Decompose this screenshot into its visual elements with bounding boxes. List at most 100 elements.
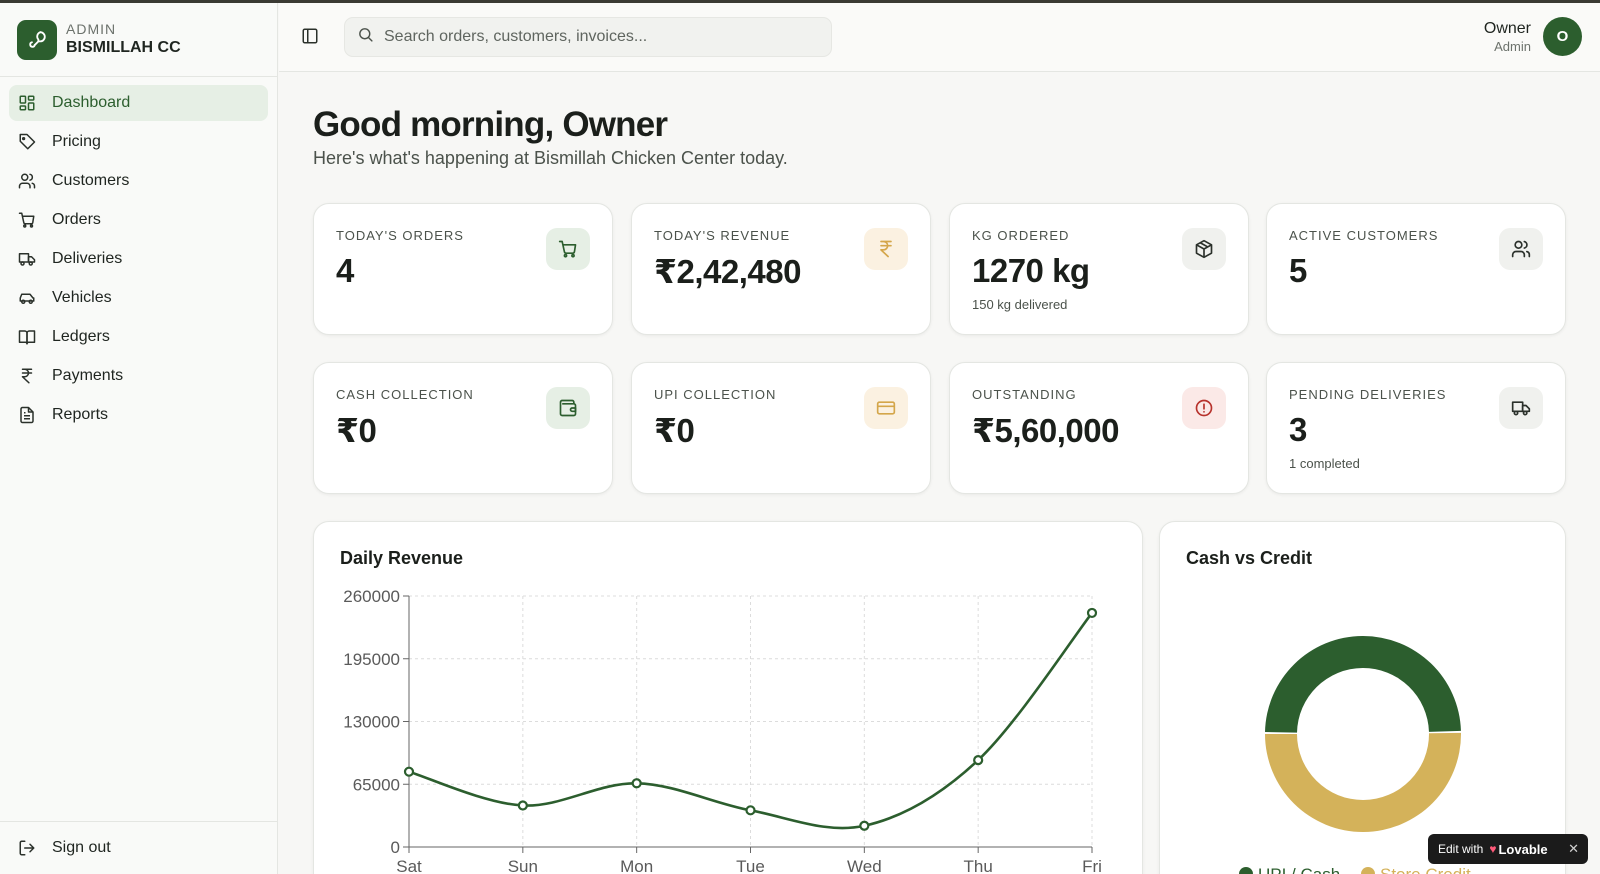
sidebar-item-reports[interactable]: Reports	[9, 397, 268, 433]
users-icon	[18, 172, 36, 190]
stat-label: TODAY'S ORDERS	[336, 228, 464, 243]
stat-card-cash-collection: CASH COLLECTION ₹0	[313, 362, 613, 494]
drumstick-logo-icon	[17, 19, 57, 60]
stat-card-pending-deliveries: PENDING DELIVERIES 3 1 completed	[1266, 362, 1566, 494]
cart-icon	[18, 211, 36, 229]
lovable-brand: Lovable	[1498, 841, 1548, 857]
stat-label: PENDING DELIVERIES	[1289, 387, 1447, 402]
stat-card-todays-revenue: TODAY'S REVENUE ₹2,42,480	[631, 203, 931, 335]
sidebar-nav: Dashboard Pricing Customers Orders Deliv…	[0, 77, 277, 444]
sign-out-button[interactable]: Sign out	[0, 821, 277, 874]
cart-icon	[546, 228, 590, 270]
daily-revenue-panel: Daily Revenue 0 65000 130000 195000 260000 Sa…	[313, 521, 1143, 874]
car-icon	[18, 289, 36, 307]
sidebar-item-deliveries[interactable]: Deliveries	[9, 241, 268, 277]
sidebar-item-label: Orders	[52, 211, 101, 228]
brand-name: BISMILLAH CC	[66, 39, 181, 56]
stat-value: 1270 kg	[972, 252, 1090, 289]
sidebar-item-pricing[interactable]: Pricing	[9, 124, 268, 160]
x-tick-label: Mon	[620, 857, 653, 874]
data-point	[973, 755, 984, 766]
sidebar-item-payments[interactable]: Payments	[9, 358, 268, 394]
sidebar-toggle-button[interactable]	[301, 27, 321, 47]
rupee-icon	[18, 367, 36, 385]
sign-out-label: Sign out	[52, 839, 111, 856]
sidebar: ADMIN BISMILLAH CC Dashboard Pricing Cus…	[0, 3, 278, 874]
sidebar-item-ledgers[interactable]: Ledgers	[9, 319, 268, 355]
stat-subtext: 150 kg delivered	[972, 297, 1068, 312]
edit-with-lovable-badge[interactable]: Edit with ♥ Lovable ✕	[1428, 834, 1588, 864]
legend-label: UPI / Cash	[1258, 865, 1340, 874]
stat-subtext: 1 completed	[1289, 456, 1360, 471]
sidebar-item-label: Payments	[52, 367, 124, 384]
daily-revenue-chart: 0 65000 130000 195000 260000 Sat Sun Mon Tue Wed T…	[343, 587, 1102, 874]
y-tick-label: 195000	[343, 650, 400, 669]
user-menu[interactable]: Owner Admin O	[1484, 17, 1582, 56]
rupee-icon	[864, 228, 908, 270]
stat-label: TODAY'S REVENUE	[654, 228, 791, 243]
x-tick-label: Tue	[736, 857, 765, 874]
x-tick-label: Fri	[1082, 857, 1102, 874]
top-header: Owner Admin O	[279, 3, 1600, 72]
sidebar-item-dashboard[interactable]: Dashboard	[9, 85, 268, 121]
x-tick-label: Sun	[508, 857, 538, 874]
book-icon	[18, 328, 36, 346]
x-tick-label: Sat	[396, 857, 422, 874]
stat-card-active-customers: ACTIVE CUSTOMERS 5	[1266, 203, 1566, 335]
y-tick-label: 260000	[343, 587, 400, 606]
data-point	[859, 820, 870, 831]
alert-icon	[1182, 387, 1226, 429]
search-bar[interactable]	[344, 17, 832, 57]
stat-value: ₹0	[336, 412, 377, 449]
sidebar-item-label: Reports	[52, 406, 109, 423]
stat-card-kg-ordered: KG ORDERED 1270 kg 150 kg delivered	[949, 203, 1249, 335]
brand-kicker: ADMIN	[66, 21, 117, 37]
panel-title: Daily Revenue	[340, 548, 464, 568]
y-tick-label: 0	[391, 838, 400, 857]
truck-icon	[18, 250, 36, 268]
user-name: Owner	[1483, 19, 1531, 37]
dashboard-icon	[18, 94, 36, 112]
sidebar-item-label: Vehicles	[52, 289, 112, 306]
stat-value: ₹5,60,000	[972, 412, 1119, 449]
x-tick-label: Wed	[847, 857, 882, 874]
users-icon	[1499, 228, 1543, 270]
page-title: Good morning, Owner	[313, 105, 668, 144]
sidebar-item-label: Ledgers	[52, 328, 110, 345]
package-icon	[1182, 228, 1226, 270]
cash-vs-credit-panel: Cash vs Credit UPI / Cash Store Credit	[1159, 521, 1566, 874]
sidebar-item-label: Dashboard	[52, 94, 131, 111]
y-tick-label: 65000	[353, 775, 400, 794]
sidebar-item-label: Pricing	[52, 133, 101, 150]
avatar[interactable]: O	[1543, 17, 1582, 56]
lovable-prefix: Edit with	[1438, 842, 1484, 856]
window-top-border	[0, 0, 1600, 3]
stat-value: ₹0	[654, 412, 695, 449]
file-icon	[18, 406, 36, 424]
panel-left-icon	[302, 28, 318, 44]
panel-title: Cash vs Credit	[1186, 548, 1313, 568]
legend-swatch	[1361, 867, 1375, 874]
search-input[interactable]	[384, 28, 804, 46]
data-point	[745, 805, 756, 816]
sidebar-item-vehicles[interactable]: Vehicles	[9, 280, 268, 316]
brand[interactable]: ADMIN BISMILLAH CC	[0, 3, 277, 77]
sidebar-item-customers[interactable]: Customers	[9, 163, 268, 199]
stat-card-outstanding: OUTSTANDING ₹5,60,000	[949, 362, 1249, 494]
close-icon[interactable]: ✕	[1568, 841, 1579, 856]
user-role: Admin	[1494, 38, 1531, 54]
donut-slice	[1265, 636, 1461, 733]
sidebar-item-label: Customers	[52, 172, 130, 189]
sidebar-item-orders[interactable]: Orders	[9, 202, 268, 238]
search-icon	[357, 26, 374, 48]
main-content: Good morning, Owner Here's what's happen…	[313, 72, 1566, 874]
data-point	[517, 800, 528, 811]
donut-slice	[1265, 732, 1461, 832]
credit-card-icon	[864, 387, 908, 429]
stat-value: 4	[336, 252, 354, 289]
data-point	[1086, 607, 1098, 619]
stat-label: UPI COLLECTION	[654, 387, 777, 402]
heart-icon: ♥	[1489, 842, 1497, 856]
legend-swatch	[1239, 867, 1253, 874]
stat-card-todays-orders: TODAY'S ORDERS 4	[313, 203, 613, 335]
